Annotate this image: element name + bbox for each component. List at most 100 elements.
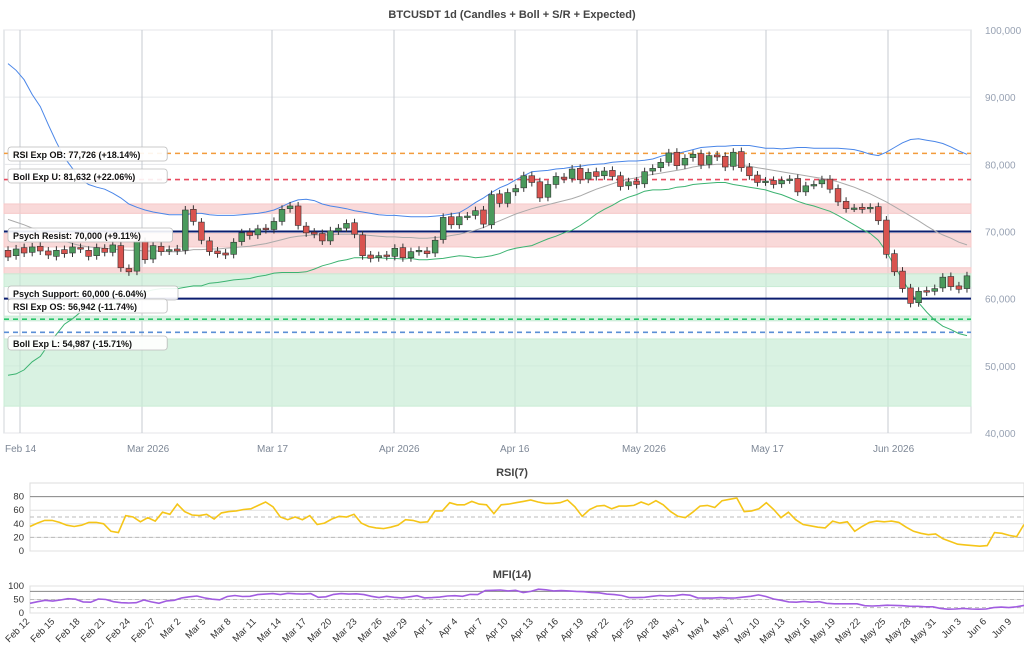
candle-up bbox=[867, 207, 874, 210]
mfi-panel-title: MFI(14) bbox=[493, 569, 532, 581]
date-tick-label: Jun 2026 bbox=[873, 444, 915, 455]
candle-down bbox=[947, 276, 955, 287]
candle-down bbox=[117, 245, 125, 269]
candle-down bbox=[206, 240, 213, 252]
level-label: RSI Exp OS: 56,942 (-11.74%) bbox=[13, 302, 137, 312]
candle-up bbox=[439, 217, 447, 240]
level-label: Boll Exp U: 81,632 (+22.06%) bbox=[13, 172, 135, 182]
candle-up bbox=[762, 180, 769, 183]
resistance-zone bbox=[3, 233, 972, 248]
mfi-tick-label: 50 bbox=[13, 595, 24, 606]
candle-down bbox=[448, 216, 455, 226]
candle-up bbox=[681, 157, 689, 166]
candle-up bbox=[165, 249, 173, 252]
price-tick-label: 40,000 bbox=[985, 429, 1016, 440]
mfi-date-tick-label: Mar 2 bbox=[158, 616, 183, 641]
candle-up bbox=[689, 153, 697, 158]
candle-up bbox=[415, 250, 423, 253]
candle-up bbox=[456, 216, 463, 226]
mfi-date-tick-label: Apr 13 bbox=[508, 616, 536, 644]
candle-up bbox=[931, 288, 938, 292]
candle-up bbox=[778, 180, 785, 185]
candle-up bbox=[544, 184, 552, 198]
candle-down bbox=[722, 155, 729, 168]
level-labels: RSI Exp OB: 77,726 (+18.14%) Boll Exp U: … bbox=[7, 146, 179, 351]
candle-up bbox=[585, 172, 592, 180]
candle-down bbox=[198, 221, 205, 241]
mfi-date-tick-label: Mar 8 bbox=[209, 616, 234, 641]
candle-up bbox=[520, 175, 527, 189]
date-tick-label: Feb 14 bbox=[5, 444, 37, 455]
rsi-panel: 80 60 40 20 0 bbox=[13, 482, 1024, 557]
candle-up bbox=[915, 290, 922, 303]
candle-up bbox=[391, 247, 399, 257]
candle-up bbox=[665, 152, 673, 163]
mfi-date-tick-label: Mar 17 bbox=[280, 616, 309, 645]
mfi-date-tick-label: May 10 bbox=[733, 616, 763, 646]
candle-down bbox=[174, 248, 181, 252]
mfi-date-tick-label: Mar 5 bbox=[183, 616, 208, 641]
level-label: Psych Resist: 70,000 (+9.11%) bbox=[13, 231, 141, 241]
candle-up bbox=[730, 151, 737, 167]
candle-down bbox=[141, 241, 149, 261]
level-label: Boll Exp L: 54,987 (-15.71%) bbox=[13, 339, 132, 349]
candle-down bbox=[20, 247, 28, 254]
candle-down bbox=[713, 154, 721, 158]
candle-down bbox=[883, 219, 890, 255]
candle-up bbox=[29, 246, 36, 253]
candle-down bbox=[383, 254, 390, 257]
level-label: Psych Support: 60,000 (-6.04%) bbox=[13, 289, 147, 299]
candle-up bbox=[270, 221, 278, 230]
rsi-tick-label: 80 bbox=[13, 492, 24, 503]
candle-up bbox=[230, 241, 237, 255]
candle-down bbox=[302, 225, 310, 234]
candle-up bbox=[286, 205, 294, 209]
rsi-tick-label: 20 bbox=[13, 532, 24, 543]
candle-down bbox=[480, 209, 487, 225]
mfi-date-tick-label: Apr 16 bbox=[533, 616, 561, 644]
candle-up bbox=[109, 244, 116, 253]
level-label-box bbox=[7, 298, 168, 314]
candle-up bbox=[149, 245, 157, 260]
bollinger-middle-line bbox=[7, 163, 968, 253]
mfi-date-tick-label: Feb 24 bbox=[104, 616, 133, 645]
mfi-date-tick-label: May 16 bbox=[783, 616, 813, 646]
mfi-date-tick-label: Jun 9 bbox=[990, 616, 1014, 640]
candle-down bbox=[423, 250, 431, 254]
candle-down bbox=[617, 175, 624, 187]
mfi-date-tick-label: May 31 bbox=[909, 616, 939, 646]
candle-up bbox=[786, 178, 793, 181]
mfi-date-tick-label: May 19 bbox=[808, 616, 838, 646]
candle-up bbox=[568, 168, 576, 179]
candle-down bbox=[955, 285, 963, 290]
date-tick-label: May 2026 bbox=[622, 444, 666, 455]
candle-down bbox=[351, 222, 358, 235]
candle-up bbox=[133, 241, 141, 272]
candle-up bbox=[850, 207, 858, 210]
support-zone bbox=[3, 273, 972, 288]
candle-down bbox=[125, 268, 133, 273]
candle-down bbox=[536, 181, 544, 199]
candle-up bbox=[278, 209, 286, 222]
candle-down bbox=[45, 250, 52, 256]
price-tick-label: 50,000 bbox=[985, 362, 1016, 373]
candle-down bbox=[101, 247, 108, 253]
candle-down bbox=[609, 170, 616, 177]
level-label-box bbox=[7, 168, 168, 184]
candle-down bbox=[528, 175, 536, 183]
candle-up bbox=[963, 275, 971, 289]
mfi-date-tick-label: May 4 bbox=[686, 616, 712, 642]
mfi-date-tick-label: Feb 12 bbox=[3, 616, 32, 645]
candle-down bbox=[907, 287, 914, 304]
candle-up bbox=[431, 239, 439, 254]
mfi-date-tick-label: Feb 15 bbox=[29, 616, 58, 645]
price-chart-title: BTCUSDT 1d (Candles + Boll + S/R + Expec… bbox=[388, 9, 636, 21]
mfi-date-tick-label: Apr 28 bbox=[634, 616, 662, 644]
mfi-tick-label: 100 bbox=[8, 581, 24, 592]
candle-up bbox=[254, 228, 262, 236]
date-tick-label: Mar 2026 bbox=[127, 444, 170, 455]
candle-up bbox=[625, 181, 632, 187]
mfi-date-tick-label: Mar 29 bbox=[381, 616, 410, 645]
candle-down bbox=[826, 178, 834, 190]
